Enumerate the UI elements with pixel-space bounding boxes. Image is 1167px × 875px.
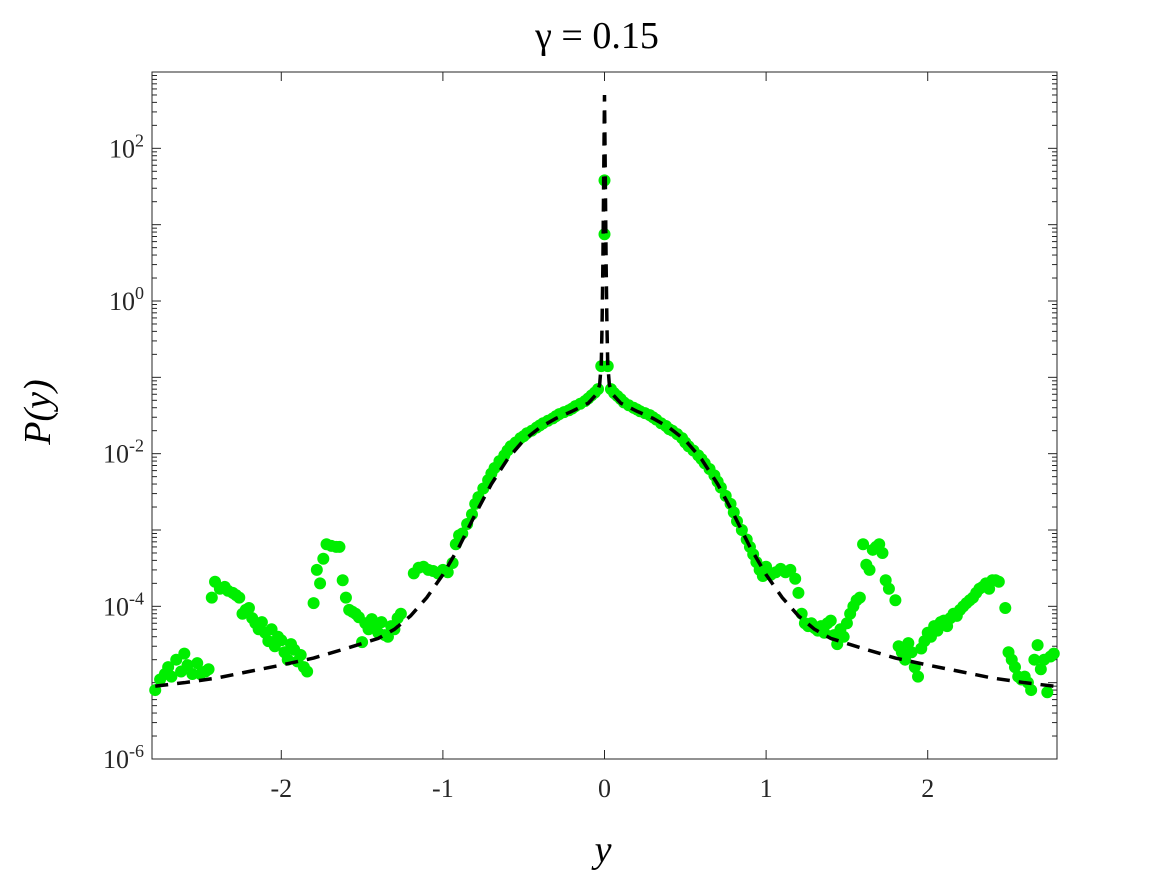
data-point [601,360,614,373]
data-point [307,597,320,610]
y-tick-base: 10 [103,592,129,621]
x-tick-label: -2 [270,774,292,803]
data-point [339,591,352,604]
data-point [853,591,866,604]
y-tick-base: 10 [109,134,135,163]
data-point [992,575,1005,588]
data-point [1031,639,1044,652]
data-point [314,577,327,590]
data-point [905,646,918,659]
data-point [275,634,288,647]
data-point [1028,653,1041,666]
data-point [202,663,215,676]
data-point [233,591,246,604]
y-tick-exponent: -2 [129,436,144,456]
data-point [857,538,870,551]
data-marks [149,94,1060,699]
data-point [837,630,850,643]
data-point [1034,663,1047,676]
data-point [317,552,330,565]
y-tick-exponent: 2 [135,130,144,150]
data-point [789,572,802,585]
y-tick-exponent: -4 [129,588,144,608]
data-point [162,661,175,674]
data-point [882,582,895,595]
data-point [840,617,853,630]
data-point [1041,686,1054,699]
data-point [178,647,191,660]
y-tick-base: 10 [103,745,129,774]
data-point [181,659,194,672]
data-point [889,594,902,607]
y-tick-exponent: -6 [129,741,144,761]
x-tick-label: -1 [432,774,454,803]
data-point [999,602,1012,615]
y-axis-label: P(y) [17,379,59,445]
data-point [301,665,314,678]
y-tick-label: 102 [109,130,144,163]
data-point [294,649,307,662]
data-point [191,657,204,670]
data-point [1008,661,1021,674]
data-point [255,616,268,629]
data-point [336,574,349,587]
data-point [1025,684,1038,697]
data-point [902,637,915,650]
data-point [165,670,178,683]
y-tick-base: 10 [109,287,135,316]
data-point [310,563,323,576]
x-tick-label: 1 [760,774,773,803]
x-axis-label: y [591,829,612,871]
data-point [1047,647,1060,660]
data-point [863,563,876,576]
data-point [242,602,255,615]
y-tick-label: 10-6 [103,741,144,774]
x-tick-label: 0 [598,774,611,803]
data-point [912,670,925,683]
data-point [824,614,837,627]
chart-title: γ = 0.15 [534,15,659,57]
data-point [205,591,218,604]
data-point [876,546,889,559]
y-tick-label: 100 [109,283,144,316]
data-point [375,616,388,629]
data-point [792,586,805,599]
data-point [592,383,605,396]
y-tick-base: 10 [103,440,129,469]
y-tick-label: 10-4 [103,588,144,621]
y-tick-label: 10-2 [103,436,144,469]
data-point [333,540,346,553]
data-point [784,563,797,576]
fit-curve-dashed [155,94,1054,688]
x-tick-label: 2 [921,774,934,803]
data-point [441,566,454,579]
data-point [394,607,407,620]
y-tick-exponent: 0 [135,283,144,303]
